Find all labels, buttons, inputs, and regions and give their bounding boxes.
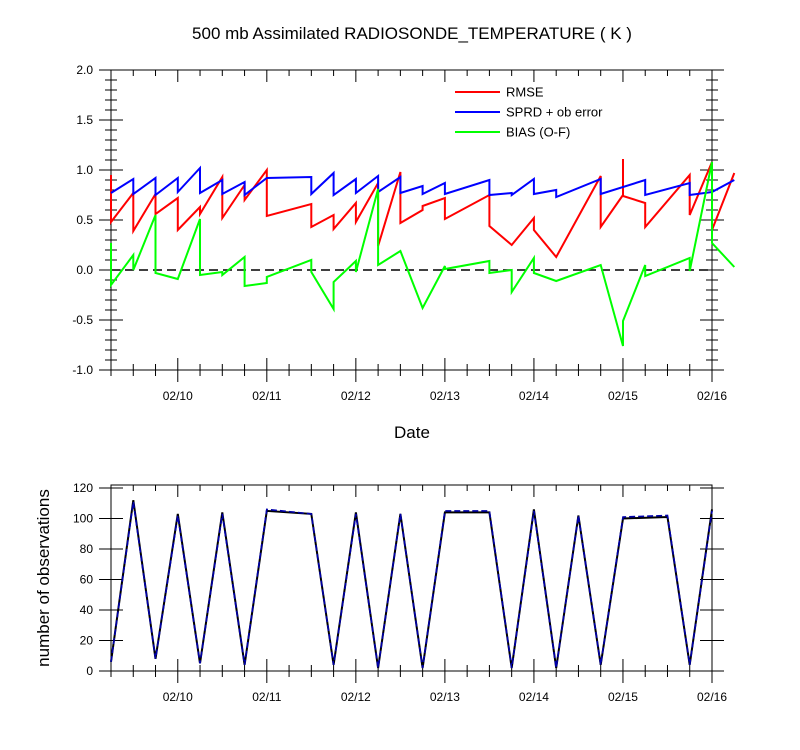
top-y-tick-label: 1.5	[76, 113, 93, 127]
bot-y-tick-label: 120	[73, 481, 93, 495]
top-panel: 02/10 02/11 02/12 02/13 02/14 02/15 02/16 2.0 1.…	[72, 63, 736, 403]
legend-label-0: RMSE	[506, 85, 544, 100]
bot-y-tick-label: 100	[73, 512, 93, 526]
bot-y-tick-label: 80	[80, 542, 94, 556]
top-y-tick-label: 0.0	[76, 263, 93, 277]
bottom-plot-frame	[110, 484, 713, 672]
bot-x-tick-label: 02/14	[519, 690, 549, 704]
bot-y-tick-label: 20	[80, 634, 94, 648]
top-x-tick-label: 02/14	[519, 389, 549, 403]
top-y-tick-label: 1.0	[76, 163, 93, 177]
legend: RMSE SPRD + ob error BIAS (O-F)	[455, 85, 603, 140]
bot-x-tick-label: 02/16	[697, 690, 727, 704]
legend-label-2: BIAS (O-F)	[506, 125, 570, 140]
bot-y-tick-label: 40	[80, 603, 94, 617]
bot-x-tick-label: 02/12	[341, 690, 371, 704]
top-x-tick-label: 02/13	[430, 389, 460, 403]
top-plot-frame	[110, 69, 713, 371]
y-axis-title-observations: number of observations	[34, 489, 53, 667]
top-x-tick-label: 02/16	[697, 389, 727, 403]
top-series-line-0	[110, 159, 736, 259]
bot-x-tick-label: 02/15	[608, 690, 638, 704]
chart-title: 500 mb Assimilated RADIOSONDE_TEMPERATUR…	[192, 24, 632, 43]
bottom-panel: 02/10 02/11 02/12 02/13 02/14 02/15 02/16 120 10…	[73, 481, 727, 704]
bot-x-tick-label: 02/10	[163, 690, 193, 704]
top-x-tick-label: 02/15	[608, 389, 638, 403]
top-ticks	[99, 69, 724, 382]
top-y-tick-label: -1.0	[72, 363, 93, 377]
bot-x-tick-label: 02/11	[252, 690, 281, 704]
x-axis-title: Date	[394, 423, 430, 442]
top-x-tick-label: 02/10	[163, 389, 193, 403]
top-y-tick-label: 2.0	[76, 63, 93, 77]
bot-y-tick-label: 0	[86, 664, 93, 678]
bot-y-tick-label: 60	[80, 573, 94, 587]
top-tick-labels: 02/10 02/11 02/12 02/13 02/14 02/15 02/16 2.0 1.…	[72, 63, 727, 403]
top-series-line-2	[110, 161, 736, 347]
top-x-tick-label: 02/12	[341, 389, 371, 403]
top-x-tick-label: 02/11	[252, 389, 281, 403]
top-y-tick-label: -0.5	[72, 313, 93, 327]
top-series	[110, 159, 736, 347]
bot-series-line-1	[110, 501, 713, 669]
legend-label-1: SPRD + ob error	[506, 105, 603, 120]
bottom-tick-labels: 02/10 02/11 02/12 02/13 02/14 02/15 02/16 120 10…	[73, 481, 727, 704]
bottom-series	[110, 500, 713, 669]
bottom-ticks	[99, 485, 724, 683]
top-series-line-1	[110, 165, 735, 199]
bot-x-tick-label: 02/13	[430, 690, 460, 704]
top-y-tick-label: 0.5	[76, 213, 93, 227]
